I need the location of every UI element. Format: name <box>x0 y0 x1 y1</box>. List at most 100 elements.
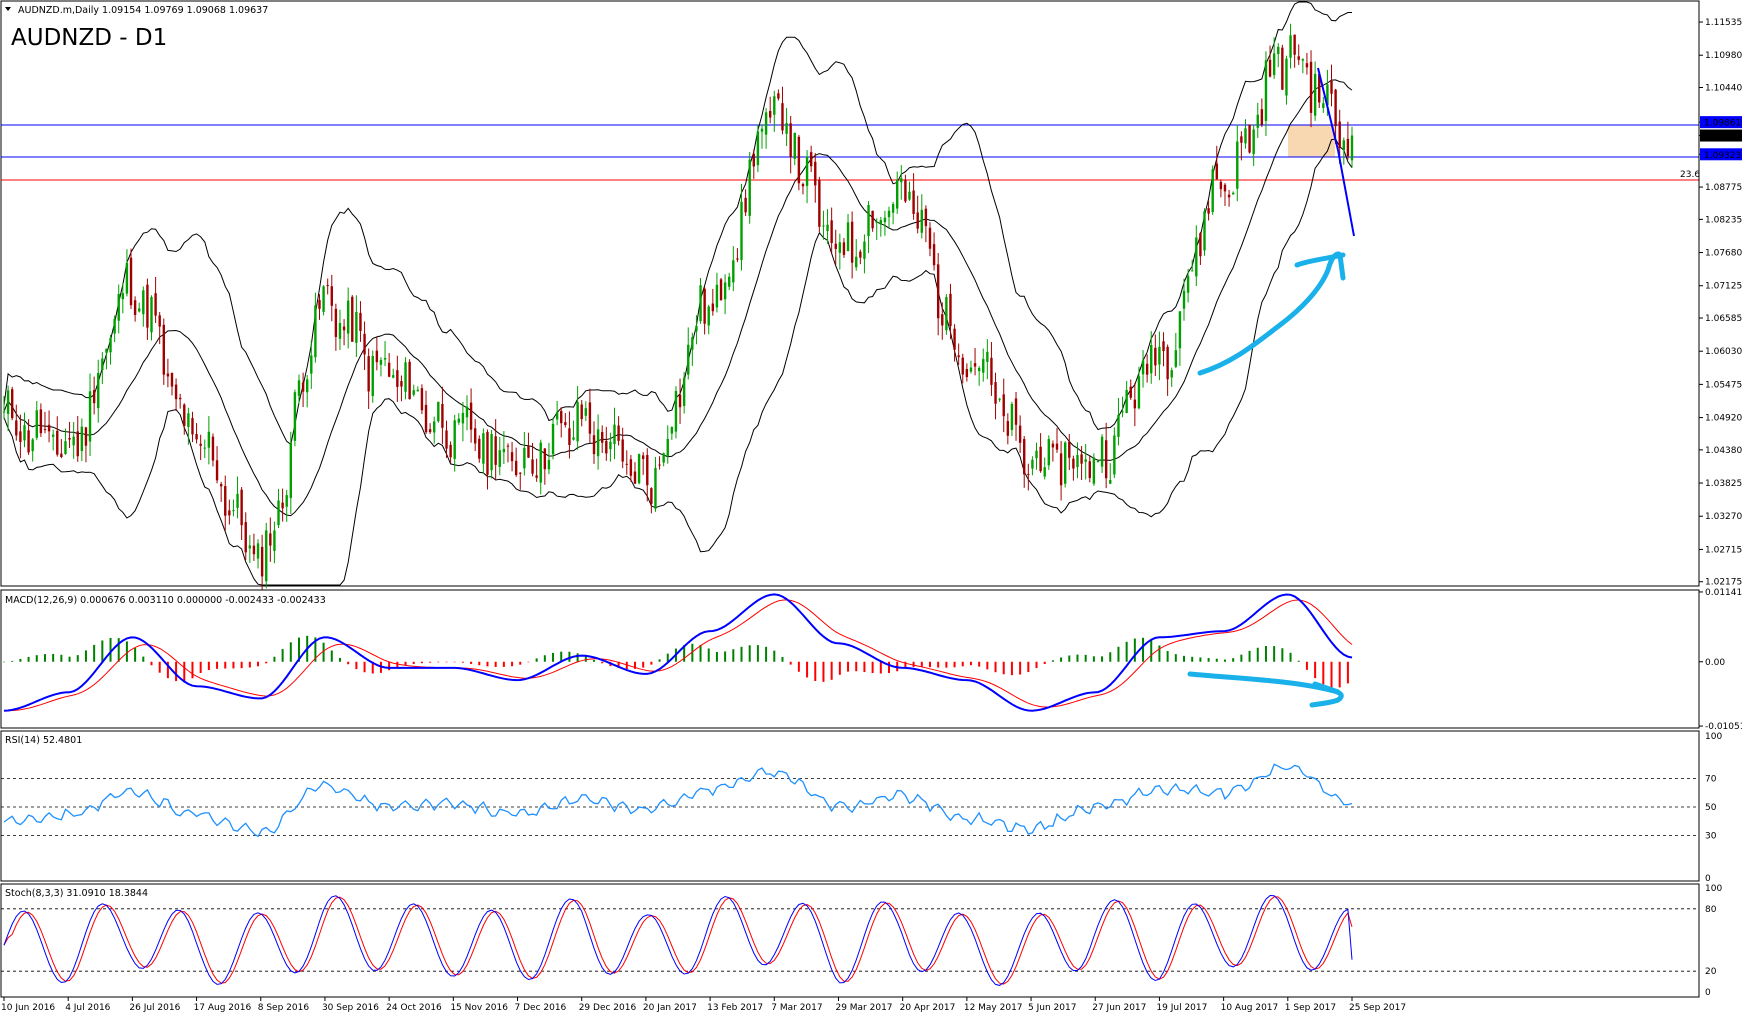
macd-hist-bar <box>535 658 538 662</box>
candle-body <box>736 258 739 260</box>
candle-body <box>1199 233 1202 257</box>
candle-body <box>748 159 751 216</box>
candle-body <box>924 208 928 227</box>
macd-hist-bar <box>1019 661 1022 675</box>
macd-hist-bar <box>1199 657 1202 662</box>
macd-hist-bar <box>1109 652 1112 662</box>
candle-body <box>457 418 460 423</box>
stoch-panel[interactable]: Stoch(8,3,3) 31.0910 18.3844 <box>0 883 1700 998</box>
macd-hist-bar <box>1215 658 1218 662</box>
macd-hist-bar <box>633 661 636 669</box>
macd-hist-bar <box>650 661 653 665</box>
candle-body <box>740 201 743 261</box>
candle-body <box>1080 454 1083 464</box>
candle-body <box>560 410 563 424</box>
candle-body <box>527 445 530 458</box>
macd-hist-bar <box>134 648 137 662</box>
time-tick-label: 17 Aug 2016 <box>194 1003 252 1013</box>
time-tick-label: 15 Nov 2016 <box>450 1003 508 1013</box>
candle-body <box>1346 138 1350 157</box>
candle-body <box>1322 103 1325 108</box>
candle-body <box>1162 341 1165 352</box>
candle-body <box>601 431 604 443</box>
macd-hist-bar <box>1142 637 1145 662</box>
time-tick-label: 4 Jul 2016 <box>65 1003 110 1013</box>
candle-body <box>1211 169 1214 213</box>
candle-body <box>1178 311 1182 349</box>
candle-body <box>305 379 309 393</box>
candle-body <box>76 431 79 457</box>
candle-body <box>551 423 555 455</box>
candle-body <box>961 357 964 375</box>
candle-body <box>1309 61 1313 113</box>
candle-body <box>166 373 170 377</box>
rsi-tick-label: 0 <box>1705 874 1711 884</box>
time-tick-label: 7 Dec 2016 <box>515 1003 567 1013</box>
candle-body <box>355 312 358 343</box>
candle-body <box>412 390 415 395</box>
macd-downtrend-arrow-annotation <box>1187 671 1344 708</box>
candle-body <box>932 244 936 266</box>
candle-body <box>1002 394 1005 417</box>
price-panel[interactable]: 23.6 AUDNZD.m,Daily 1.09154 1.09769 1.09… <box>0 0 1700 590</box>
candle-body <box>797 136 801 184</box>
candle-body <box>838 242 842 253</box>
candle-body <box>1051 443 1055 448</box>
symbol-dropdown-icon[interactable] <box>5 7 11 11</box>
candle-body <box>920 209 923 233</box>
macd-hist-bar <box>584 656 587 662</box>
candle-body <box>146 284 149 328</box>
candle-body <box>1031 459 1034 469</box>
macd-hist-bar <box>265 661 268 664</box>
trend-line[interactable] <box>1317 67 1355 237</box>
candle-body <box>580 404 583 420</box>
rsi-panel[interactable]: RSI(14) 52.4801 <box>0 730 1700 882</box>
price-axis[interactable]: 1.11535 1.10980 1.10440 1.09861 1.09637 1.093… <box>1698 1 1742 588</box>
macd-hist-bar <box>519 661 522 665</box>
macd-hist-bar <box>863 661 866 673</box>
candle-body <box>908 191 911 200</box>
candle-body <box>982 359 985 373</box>
chart-title: AUDNZD - D1 <box>11 25 167 51</box>
price-tick-label: 1.05475 <box>1705 380 1742 390</box>
candle-body <box>1063 442 1067 484</box>
macd-hist-bar <box>1027 661 1030 673</box>
macd-panel[interactable]: MACD(12,26,9) 0.000676 0.003110 0.000000… <box>0 589 1700 729</box>
candle-body <box>183 404 186 426</box>
macd-hist-bar <box>298 637 301 662</box>
macd-axis: 0.01141 0.00 -0.01051 <box>1699 588 1742 732</box>
price-tick-label: 1.10980 <box>1705 51 1742 61</box>
candle-body <box>953 328 956 350</box>
candle-body <box>879 220 883 225</box>
time-tick-label: 26 Jul 2016 <box>129 1003 180 1013</box>
candle-body <box>1293 34 1296 55</box>
macd-hist-bar <box>756 645 759 662</box>
candle-body <box>1117 414 1120 437</box>
macd-hist-bar <box>68 656 71 662</box>
candle-body <box>1145 363 1149 375</box>
candle-body <box>666 438 669 456</box>
candle-body <box>719 279 723 301</box>
macd-hist-bar <box>232 661 235 669</box>
candle-body <box>265 530 268 582</box>
candle-body <box>273 530 276 551</box>
macd-hist-bar <box>281 649 284 662</box>
candle-body <box>1285 58 1288 96</box>
candle-body <box>977 367 981 372</box>
time-tick-label: 1 Sep 2017 <box>1285 1003 1336 1013</box>
price-tick-label: 1.10440 <box>1705 84 1742 94</box>
candle-body <box>596 429 600 457</box>
candle-body <box>1014 398 1018 425</box>
candle-body <box>1186 276 1190 293</box>
candle-body <box>1059 453 1063 486</box>
candle-body <box>1330 80 1333 94</box>
macd-hist-bar <box>1338 661 1341 688</box>
time-tick-label: 5 Jun 2017 <box>1028 1003 1076 1013</box>
candle-body <box>883 217 887 223</box>
candle-body <box>363 333 366 355</box>
candle-body <box>117 293 120 321</box>
support-price-tag: 1.09323 <box>1700 148 1742 161</box>
price-tick-label: 1.08775 <box>1705 183 1742 193</box>
macd-hist-bar <box>937 661 940 668</box>
